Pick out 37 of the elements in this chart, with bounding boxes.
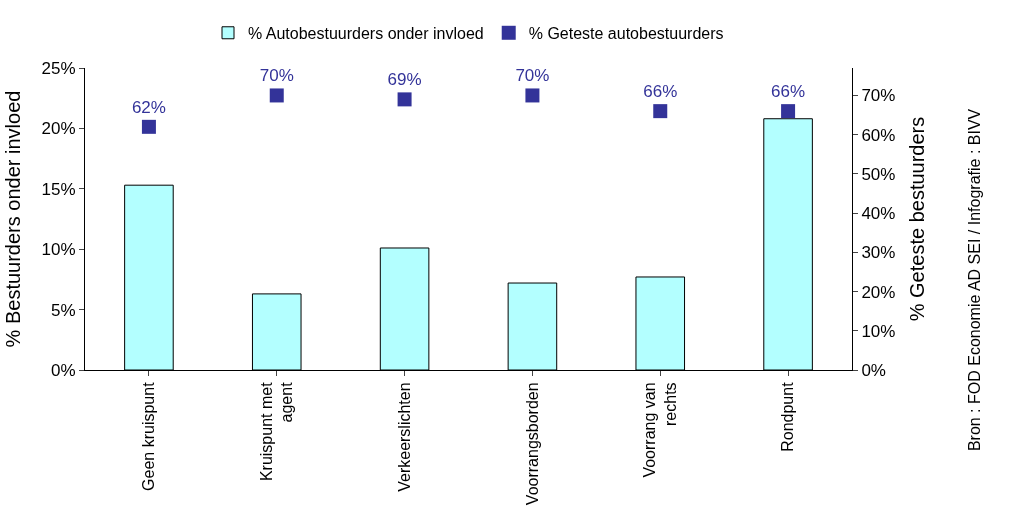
x-tick-label: Voorrangsborden [523, 382, 541, 506]
data-label: 69% [387, 70, 422, 90]
text: Bron : FOD Economie AD SEI / Infografie : BIVV [966, 108, 984, 452]
point [397, 92, 412, 107]
legend-label: % Geteste autobestuurders [528, 25, 724, 43]
y-tick-label: 20% [41, 119, 76, 139]
y2-tick-label: 30% [861, 243, 896, 263]
legend-label: % Autobestuurders onder invloed [248, 25, 484, 43]
point [525, 88, 540, 103]
data-label: 70% [515, 66, 550, 86]
y-tick-label: 0% [51, 360, 76, 380]
data-label: 70% [259, 66, 294, 86]
y2-tick-label: 10% [861, 321, 896, 341]
y2-tick-label: 20% [861, 282, 896, 302]
x-tick-label: Kruispunt met agent [257, 381, 296, 482]
x-tick-label: Rondpunt [779, 381, 797, 452]
y2-axis-title: % Geteste bestuurders [905, 116, 928, 322]
point [653, 104, 668, 119]
y2-tick-label: 40% [861, 204, 896, 224]
y-tick-label: 25% [41, 58, 76, 78]
y-tick-label: 5% [51, 300, 76, 320]
y2-tick-label: 0% [861, 360, 886, 380]
y2-tick-label: 60% [861, 125, 896, 145]
data-label: 66% [643, 82, 678, 102]
x-tick-label: Verkeerslichten [395, 382, 413, 492]
y-tick-label: 10% [41, 240, 76, 260]
data-label: 66% [771, 82, 806, 102]
point [141, 119, 156, 134]
x-tick-label: Geen kruispunt [140, 381, 158, 491]
x-tick-label: Voorrang van rechts [641, 382, 679, 478]
data-label: 62% [131, 97, 166, 117]
y2-tick-label: 50% [861, 164, 896, 184]
y-axis-title: % Bestuurders onder invloed [2, 90, 25, 348]
y2-tick-label: 70% [861, 86, 896, 106]
point [781, 104, 796, 119]
y-tick-label: 15% [41, 179, 76, 199]
point [269, 88, 284, 103]
